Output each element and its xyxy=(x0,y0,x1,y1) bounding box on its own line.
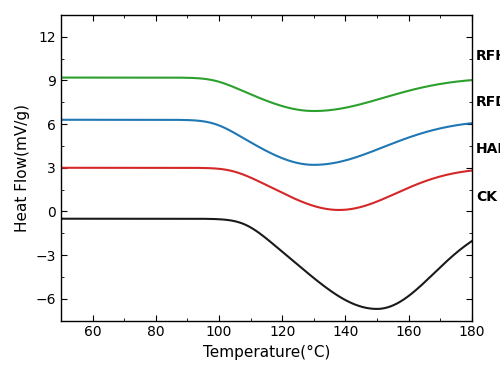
Y-axis label: Heat Flow(mV/g): Heat Flow(mV/g) xyxy=(15,104,30,232)
Text: RFD: RFD xyxy=(476,95,500,109)
Text: RFHAD: RFHAD xyxy=(476,49,500,63)
Text: HAD: HAD xyxy=(476,142,500,156)
X-axis label: Temperature(°C): Temperature(°C) xyxy=(202,345,330,360)
Text: CK: CK xyxy=(476,190,497,204)
